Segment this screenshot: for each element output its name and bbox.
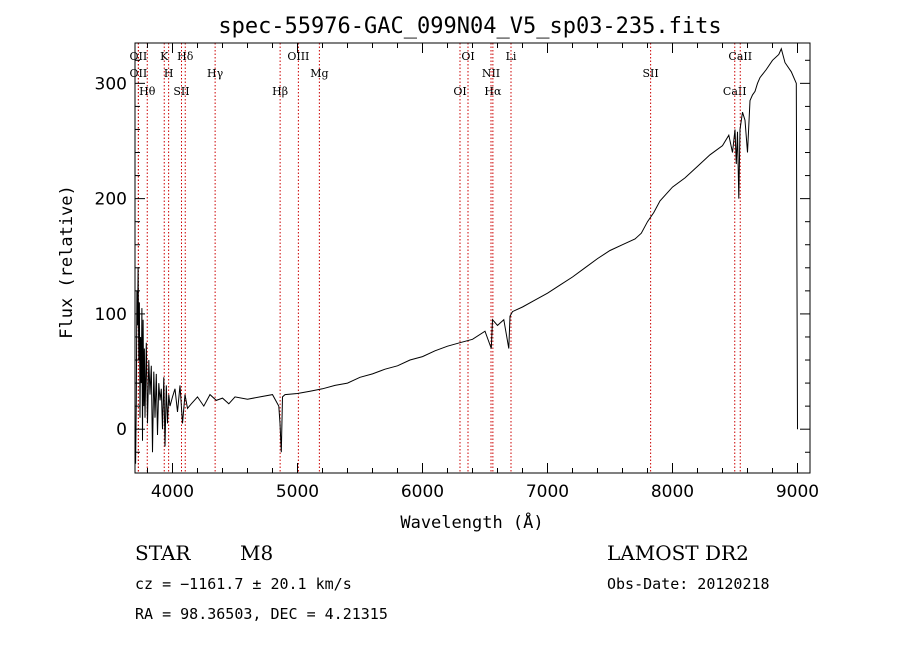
survey-name: LAMOST DR2 <box>607 541 749 565</box>
spectral-line-label: OI <box>461 50 474 63</box>
spectral-line-label: OI <box>453 85 466 98</box>
y-tick-label: 0 <box>116 420 127 440</box>
x-tick-label: 9000 <box>776 482 819 502</box>
spectral-line-label: Hδ <box>177 50 194 63</box>
spectral-line-label: Hγ <box>207 67 224 80</box>
x-tick-label: 5000 <box>276 482 319 502</box>
obs-date-text: Obs-Date: 20120218 <box>607 575 770 593</box>
redshift-text: cz = −1161.7 ± 20.1 km/s <box>135 575 352 593</box>
x-tick-label: 8000 <box>651 482 694 502</box>
object-class: STAR <box>135 541 191 565</box>
spectral-line-label: Hβ <box>272 85 288 98</box>
y-tick-label: 200 <box>95 190 127 210</box>
coordinates-text: RA = 98.36503, DEC = 4.21315 <box>135 605 388 623</box>
object-subclass: M8 <box>240 541 273 565</box>
x-axis: 4000 5000 6000 7000 8000 9000 <box>147 43 819 502</box>
spectral-line-label: Li <box>506 50 517 63</box>
y-tick-label: 300 <box>95 74 127 94</box>
spectral-line-label: OIII <box>287 50 309 63</box>
y-axis: 0 100 200 300 <box>95 59 810 453</box>
x-axis-label: Wavelength (Å) <box>400 511 543 533</box>
spectral-line-label: SII <box>173 85 189 98</box>
spectral-line-label: K <box>160 50 169 63</box>
spectrum-series <box>135 47 798 464</box>
spectral-line-label: OII <box>130 67 148 80</box>
x-tick-label: 7000 <box>526 482 569 502</box>
chart-title: spec-55976-GAC_099N04_V5_sp03-235.fits <box>218 14 721 39</box>
spectral-line-label: SII <box>643 67 659 80</box>
y-axis-label: Flux (relative) <box>57 185 77 339</box>
spectral-line-label: CaII <box>728 50 752 63</box>
x-tick-label: 4000 <box>151 482 194 502</box>
spectral-line-label: H <box>164 67 174 80</box>
plot-frame <box>134 42 811 474</box>
spectral-line-label: OII <box>130 50 148 63</box>
spectral-line-label: Hα <box>484 85 502 98</box>
x-tick-label: 6000 <box>401 482 444 502</box>
spectral-line-label: Hθ <box>139 85 156 98</box>
spectral-line-label: NII <box>482 67 500 80</box>
spectral-line-label: Mg <box>310 67 328 80</box>
y-tick-label: 100 <box>95 305 127 325</box>
spectral-line-label: CaII <box>723 85 747 98</box>
